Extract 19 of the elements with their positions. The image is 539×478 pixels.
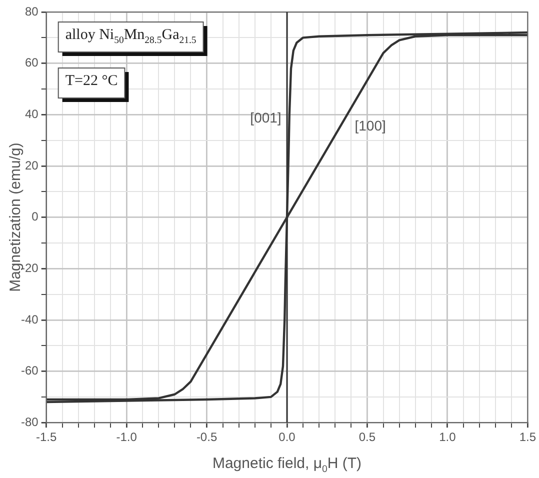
y-tick-label: -40 [21, 312, 39, 326]
y-tick-label: 80 [24, 4, 39, 18]
x-tick-label: 0.5 [358, 430, 376, 444]
series-label: [001] [250, 110, 282, 126]
y-tick-label: -60 [21, 364, 39, 378]
x-tick-label: -1.5 [36, 430, 58, 444]
annotation: T=22 °C [65, 72, 118, 89]
y-tick-label: 60 [24, 56, 39, 70]
y-tick-label: -20 [21, 260, 39, 275]
x-tick-label: 1.5 [519, 430, 536, 444]
series-label: [100] [354, 118, 386, 134]
x-tick-label: 1.0 [439, 430, 456, 444]
y-tick-label: 40 [24, 106, 39, 121]
x-tick-label: 0.0 [278, 430, 296, 444]
y-tick-label: 0 [32, 210, 39, 224]
y-tick-label: -80 [21, 414, 39, 429]
x-tick-label: -1.0 [116, 430, 138, 444]
y-tick-label: 20 [24, 158, 39, 172]
x-tick-label: -0.5 [196, 430, 218, 444]
